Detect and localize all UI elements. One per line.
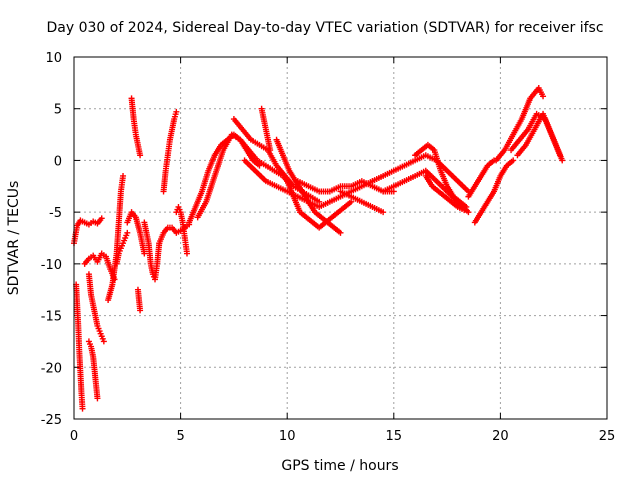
y-tick-label: -10 <box>41 258 62 273</box>
data-point <box>98 215 105 222</box>
data-point <box>510 157 517 164</box>
data-point <box>79 405 86 412</box>
data-point <box>94 395 101 402</box>
x-tick-label: 0 <box>70 429 78 444</box>
y-tick-label: -20 <box>41 361 62 376</box>
y-tick-label: -15 <box>41 310 62 325</box>
data-point <box>120 172 127 179</box>
data-point <box>559 157 566 164</box>
data-point <box>124 229 131 236</box>
data-point <box>100 338 107 345</box>
x-axis-label: GPS time / hours <box>281 458 398 474</box>
data-point <box>183 250 190 257</box>
x-tick-label: 5 <box>176 429 184 444</box>
data-point <box>390 188 397 195</box>
data-point <box>540 93 547 100</box>
x-tick-label: 20 <box>492 429 509 444</box>
data-point <box>337 229 344 236</box>
chart-title: Day 030 of 2024, Sidereal Day-to-day VTE… <box>46 20 603 36</box>
data-points <box>71 85 566 412</box>
data-point <box>137 307 144 314</box>
data-point <box>137 152 144 159</box>
y-tick-label: 5 <box>54 103 62 118</box>
x-tick-label: 15 <box>386 429 403 444</box>
data-point <box>465 209 472 216</box>
y-tick-label: 0 <box>54 154 62 169</box>
y-tick-label: 10 <box>45 51 62 66</box>
data-point <box>267 147 274 154</box>
data-point <box>463 203 470 210</box>
x-tick-label: 25 <box>599 429 616 444</box>
data-point <box>141 250 148 257</box>
data-point <box>173 108 180 115</box>
data-point <box>348 198 355 205</box>
x-tick-label: 10 <box>279 429 296 444</box>
data-point <box>557 152 564 159</box>
data-point <box>380 209 387 216</box>
axis-ticks: 0 5 10 15 20 25 10 5 0 -5 -10 -15 -20 -25 <box>41 51 616 444</box>
plot-frame <box>73 56 608 420</box>
y-axis-label: SDTVAR / TECUs <box>6 181 22 296</box>
data-point <box>316 198 323 205</box>
y-tick-label: -5 <box>49 206 62 221</box>
data-point <box>461 207 468 214</box>
y-tick-label: -25 <box>41 413 62 428</box>
